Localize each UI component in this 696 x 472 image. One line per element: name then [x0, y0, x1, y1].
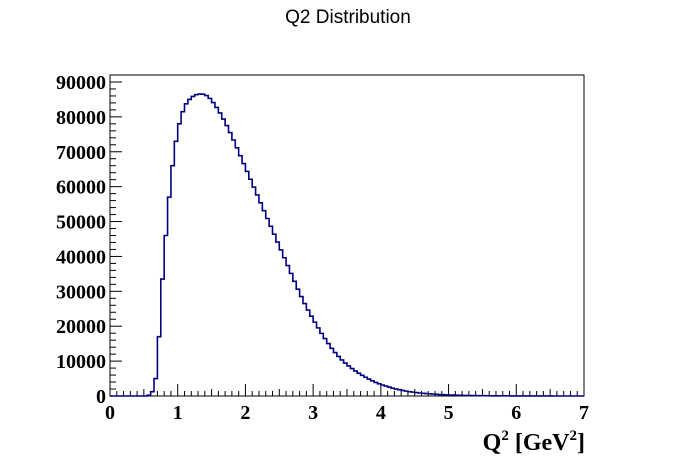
y-axis-ticks — [110, 81, 122, 397]
y-tick-label: 90000 — [56, 72, 106, 94]
y-tick-label: 50000 — [56, 212, 106, 234]
x-tick-label: 0 — [105, 402, 115, 424]
y-tick-label: 20000 — [56, 316, 106, 338]
y-tick-label: 10000 — [56, 351, 106, 373]
y-axis-tick-labels: 0 10000 20000 30000 40000 50000 60000 70000 8000… — [56, 72, 106, 408]
x-tick-label: 1 — [173, 402, 183, 424]
x-tick-label: 3 — [308, 402, 318, 424]
x-tick-label: 5 — [444, 402, 454, 424]
x-axis-ticks — [109, 384, 585, 396]
y-tick-label: 60000 — [56, 177, 106, 199]
y-tick-label: 0 — [96, 386, 106, 408]
x-axis-tick-labels: 0 1 2 3 4 5 6 7 — [105, 402, 589, 424]
x-tick-label: 7 — [579, 402, 589, 424]
histogram-series-line — [110, 93, 584, 397]
chart-title: Q2 Distribution — [285, 7, 411, 28]
y-tick-label: 40000 — [56, 246, 106, 268]
x-axis-title: Q2 [GeV2] — [483, 428, 585, 456]
x-tick-label: 4 — [376, 402, 386, 424]
y-tick-label: 80000 — [56, 107, 106, 129]
x-tick-label: 6 — [511, 402, 521, 424]
x-tick-label: 2 — [240, 402, 250, 424]
y-tick-label: 70000 — [56, 142, 106, 164]
y-tick-label: 30000 — [56, 281, 106, 303]
